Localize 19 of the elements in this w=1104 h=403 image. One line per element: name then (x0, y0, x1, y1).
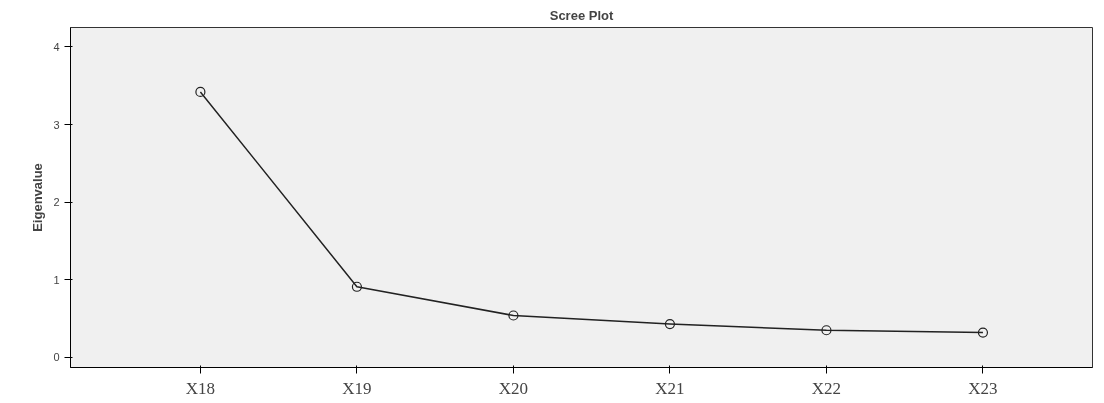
point (351, 281, 363, 292)
x-tick-label: X19 (342, 378, 372, 398)
point (977, 327, 989, 338)
y-tick-label: 1 (53, 273, 60, 286)
point (821, 325, 832, 336)
y-axis-title: Eigenvalue (30, 163, 46, 232)
x-tick-label: X23 (968, 378, 998, 398)
x-tick-label: X20 (498, 378, 529, 398)
y-tick-label: 3 (53, 118, 60, 131)
y-tick-label: 0 (53, 351, 60, 364)
y-tick-label: 4 (53, 40, 60, 53)
point (508, 310, 519, 321)
chart-title: Scree Plot (549, 7, 614, 23)
x-tick-label: X21 (655, 378, 685, 398)
point (195, 86, 206, 98)
x-tick-label: X22 (811, 378, 842, 398)
x-tick-label: X18 (185, 378, 216, 398)
y-tick-label: 2 (53, 196, 60, 209)
point (664, 318, 676, 330)
